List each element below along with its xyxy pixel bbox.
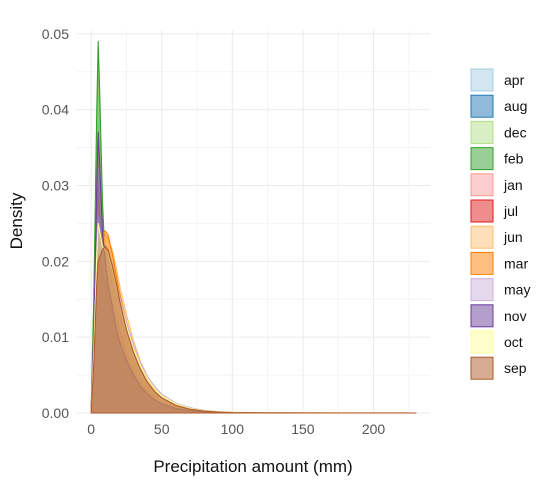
legend-key-dec bbox=[470, 120, 494, 144]
legend-key-aug bbox=[470, 94, 494, 118]
x-tick-label: 0 bbox=[87, 421, 95, 437]
legend-key-feb bbox=[470, 147, 494, 171]
x-tick-label: 150 bbox=[291, 421, 315, 437]
y-axis-title: Density bbox=[7, 192, 26, 249]
x-tick-label: 100 bbox=[221, 421, 245, 437]
y-axis-tick-labels: 0.00 0.01 0.02 0.03 0.04 0.05 bbox=[42, 26, 69, 421]
x-tick-label: 50 bbox=[154, 421, 170, 437]
legend-label-jan: jan bbox=[503, 177, 523, 193]
legend-key-sep bbox=[470, 356, 494, 380]
x-axis-title: Precipitation amount (mm) bbox=[153, 457, 352, 476]
density-area-sep bbox=[90, 245, 417, 414]
legend-key-jan bbox=[470, 173, 494, 197]
legend-key-may bbox=[470, 278, 494, 302]
legend-label-oct: oct bbox=[504, 334, 523, 350]
legend-label-mar: mar bbox=[504, 255, 528, 271]
legend-label-nov: nov bbox=[504, 308, 527, 324]
x-tick-label: 200 bbox=[362, 421, 386, 437]
legend-label-apr: apr bbox=[504, 72, 525, 88]
legend-label-feb: feb bbox=[504, 151, 524, 167]
legend-label-dec: dec bbox=[504, 124, 527, 140]
legend-label-aug: aug bbox=[504, 98, 527, 114]
legend-key-oct bbox=[470, 330, 494, 354]
legend-label-jul: jul bbox=[503, 203, 518, 219]
y-tick-label: 0.01 bbox=[42, 329, 69, 345]
x-axis-tick-labels: 0 50 100 150 200 bbox=[87, 421, 385, 437]
legend-key-nov bbox=[470, 304, 494, 328]
grid-lines bbox=[77, 30, 430, 414]
legend-key-jul bbox=[470, 199, 494, 223]
legend-key-mar bbox=[470, 251, 494, 275]
legend-label-jun: jun bbox=[503, 229, 523, 245]
y-tick-label: 0.04 bbox=[42, 102, 69, 118]
y-tick-label: 0.00 bbox=[42, 405, 69, 421]
y-tick-label: 0.05 bbox=[42, 26, 69, 42]
density-series bbox=[90, 40, 417, 414]
y-tick-label: 0.02 bbox=[42, 253, 69, 269]
legend: apr aug dec feb jan jul jun mar may nov oct sep bbox=[470, 68, 530, 380]
legend-key-jun bbox=[470, 225, 494, 249]
y-tick-label: 0.03 bbox=[42, 177, 69, 193]
legend-key-apr bbox=[470, 68, 494, 92]
legend-label-may: may bbox=[504, 282, 530, 298]
legend-label-sep: sep bbox=[504, 360, 527, 376]
